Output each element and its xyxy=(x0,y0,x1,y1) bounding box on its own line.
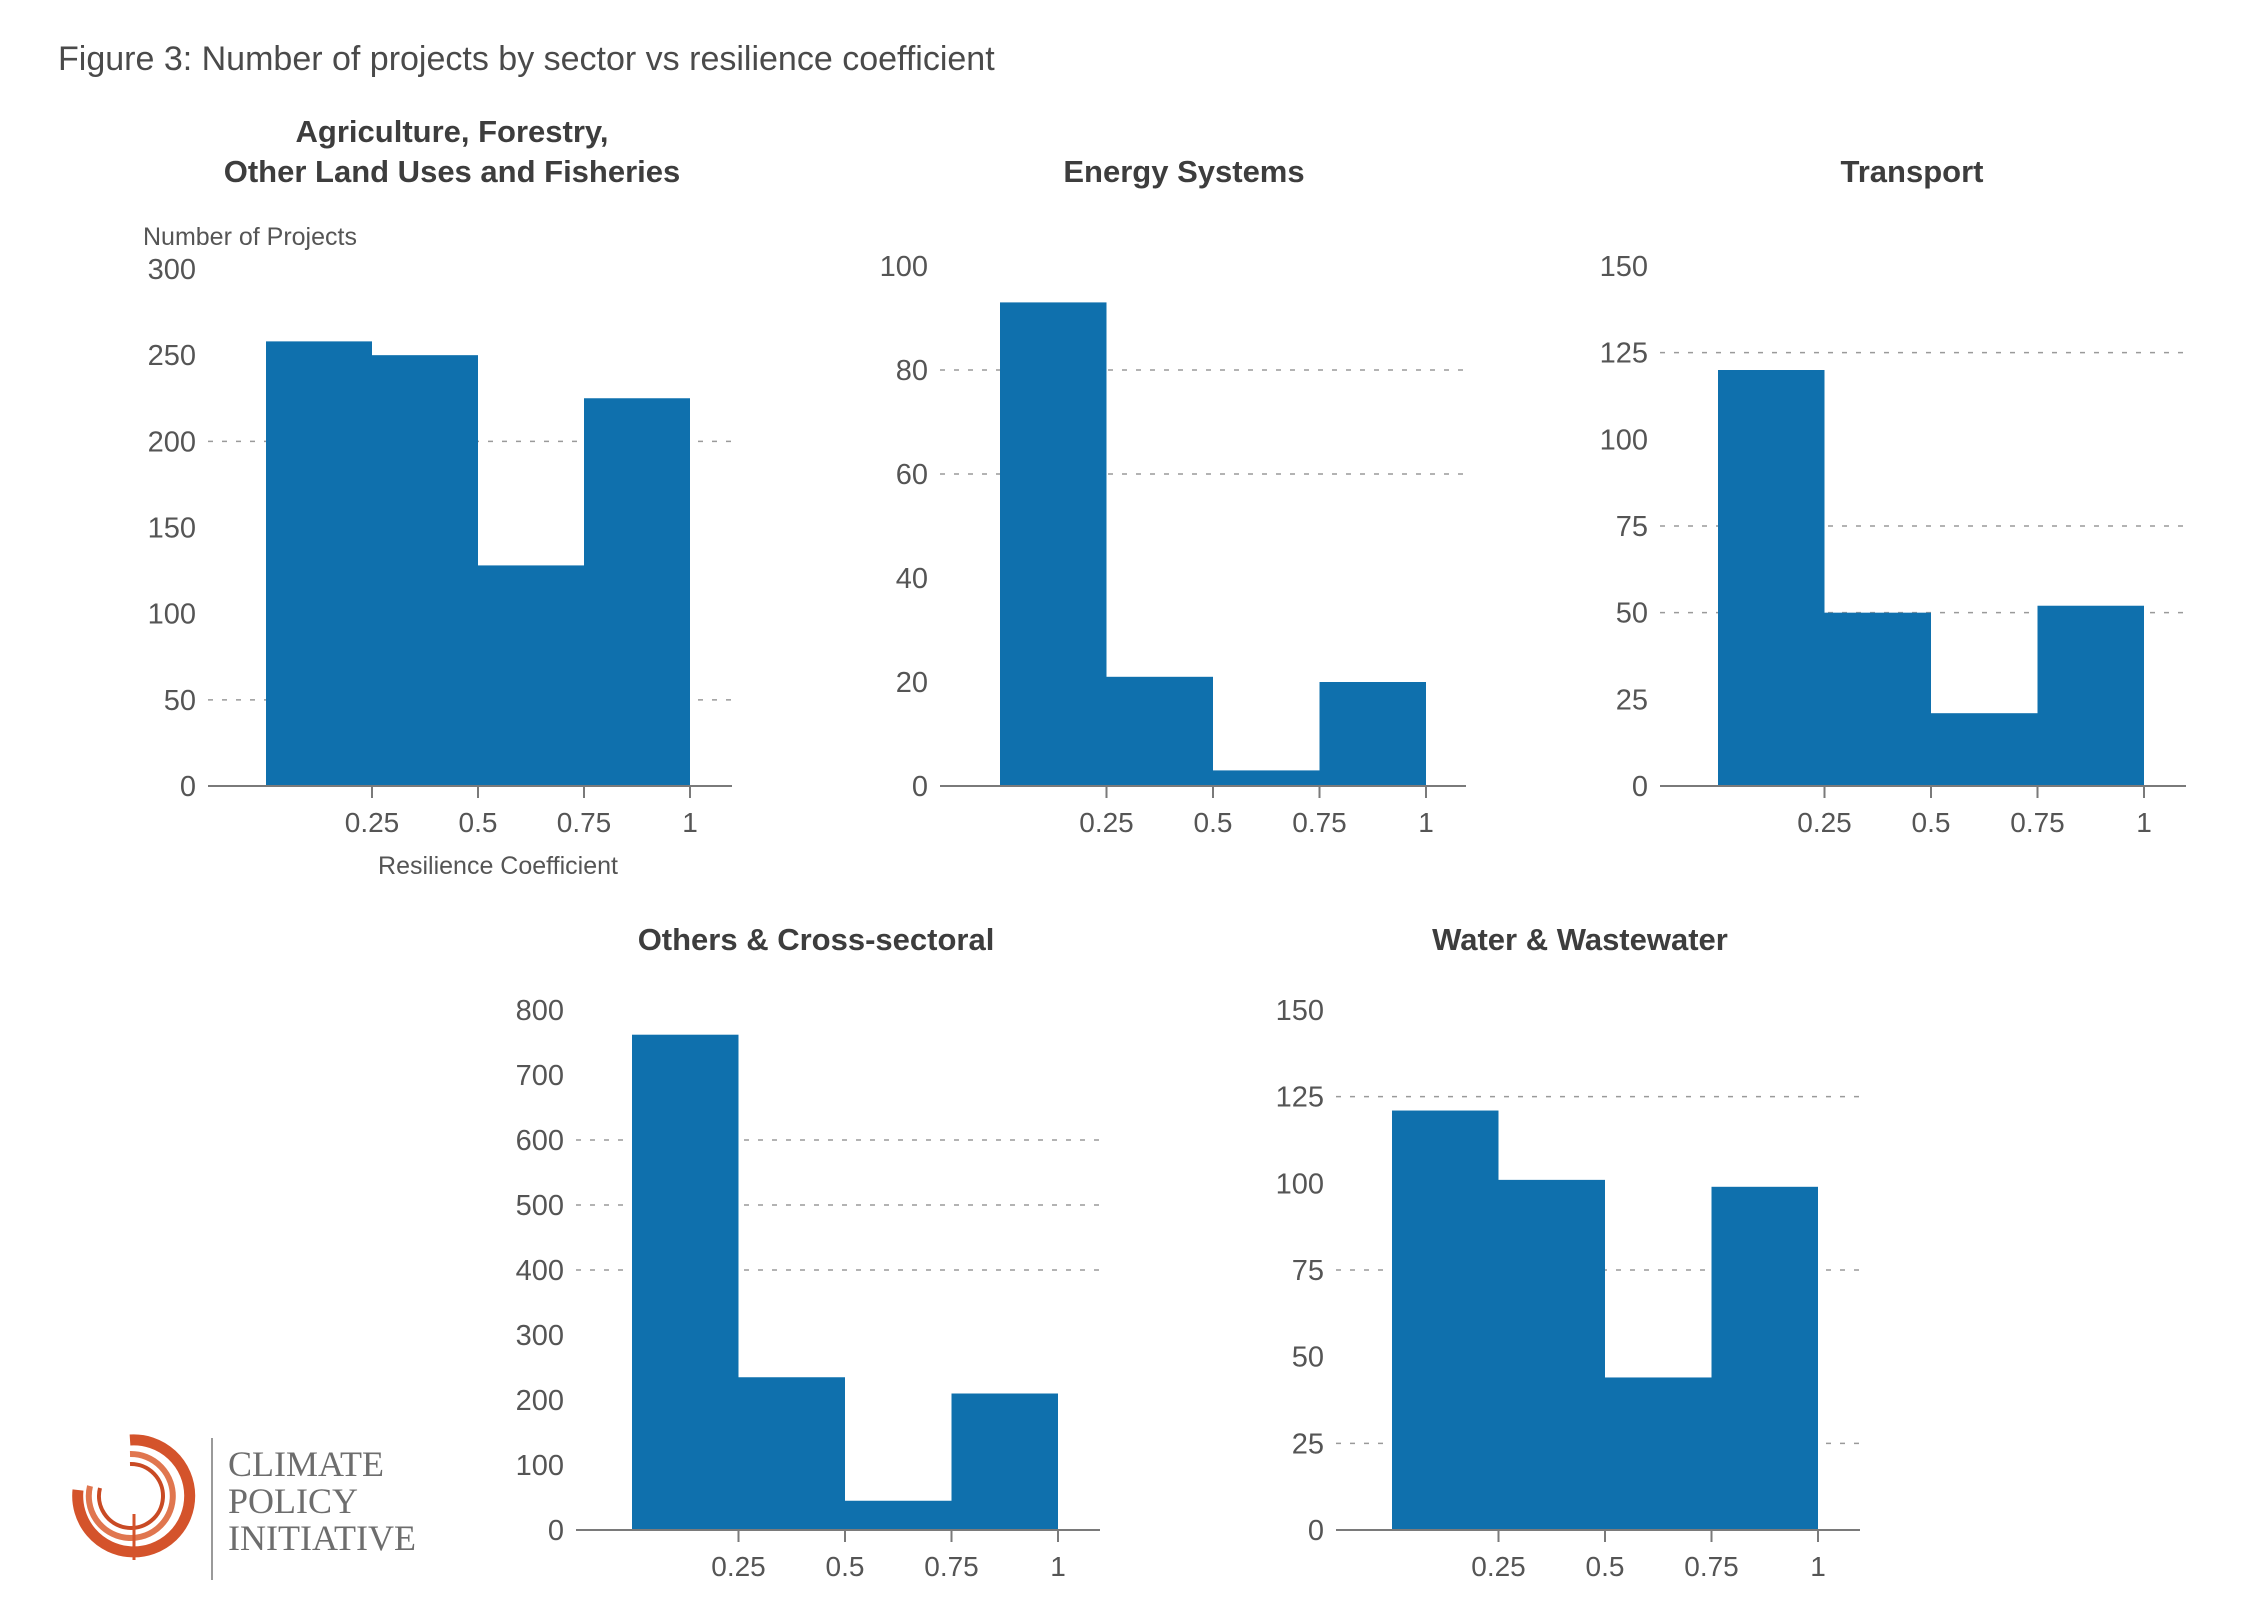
y-tick-label: 400 xyxy=(516,1255,564,1287)
histogram-bar xyxy=(1824,612,1931,786)
chart-panel-4: Others & Cross-sectoral 0.25 0.5 0.75 1 0 100 2… xyxy=(516,922,1100,1582)
histogram-bar xyxy=(1605,1377,1712,1530)
y-tick-label: 40 xyxy=(896,563,928,595)
y-tick-label: 0 xyxy=(180,771,196,803)
figure-title: Figure 3: Number of projects by sector v… xyxy=(58,40,995,78)
y-tick-label: 125 xyxy=(1600,338,1648,370)
chart-title-line: Water & Wastewater xyxy=(1432,922,1728,957)
histogram-bar xyxy=(266,341,372,786)
x-tick-label: 0.75 xyxy=(2010,807,2065,838)
histogram-bar xyxy=(1711,1186,1818,1530)
y-tick-label: 75 xyxy=(1616,511,1648,543)
logo-ring-icon xyxy=(72,1434,196,1560)
y-tick-label: 300 xyxy=(516,1320,564,1352)
histogram-bar xyxy=(1718,370,1825,786)
x-tick-label: 0.75 xyxy=(1684,1551,1739,1582)
y-tick-label: 0 xyxy=(912,771,928,803)
x-tick-label: 0.25 xyxy=(1079,807,1134,838)
y-tick-label: 100 xyxy=(148,599,196,631)
y-tick-label: 25 xyxy=(1292,1428,1324,1460)
y-tick-label: 50 xyxy=(1292,1342,1324,1374)
histogram-bar xyxy=(632,1034,739,1530)
logo-line-1: CLIMATE xyxy=(228,1444,384,1484)
y-tick-label: 200 xyxy=(148,426,196,458)
x-tick-label: 0.25 xyxy=(1797,807,1852,838)
histogram-bar xyxy=(1931,713,2038,786)
y-tick-label: 300 xyxy=(148,254,196,286)
y-tick-label: 0 xyxy=(548,1515,564,1547)
y-tick-label: 100 xyxy=(516,1450,564,1482)
y-tick-label: 25 xyxy=(1616,684,1648,716)
x-tick-label: 1 xyxy=(1050,1551,1066,1582)
y-tick-label: 0 xyxy=(1632,771,1648,803)
histogram-bar xyxy=(372,355,478,786)
y-tick-label: 150 xyxy=(1276,995,1324,1027)
x-tick-label: 0.5 xyxy=(1586,1551,1625,1582)
y-tick-label: 100 xyxy=(1276,1168,1324,1200)
x-tick-label: 0.5 xyxy=(459,807,498,838)
chart-panel-1: Agriculture, Forestry, Other Land Uses an… xyxy=(143,114,732,880)
y-tick-label: 20 xyxy=(896,667,928,699)
y-tick-label: 80 xyxy=(896,355,928,387)
histogram-bar xyxy=(478,565,584,786)
histogram-bar xyxy=(1106,676,1213,786)
y-tick-label: 500 xyxy=(516,1190,564,1222)
x-tick-label: 1 xyxy=(682,807,698,838)
x-tick-label: 0.25 xyxy=(345,807,400,838)
y-axis-label: Number of Projects xyxy=(143,223,357,251)
y-tick-label: 150 xyxy=(1600,251,1648,283)
histogram-bar xyxy=(951,1393,1058,1530)
histogram-bar xyxy=(738,1377,845,1530)
y-tick-label: 60 xyxy=(896,459,928,491)
chart-panel-5: Water & Wastewater 0.25 0.5 0.75 1 0 25 50 75 100… xyxy=(1276,922,1860,1582)
logo-line-2: POLICY xyxy=(228,1481,358,1521)
y-tick-label: 0 xyxy=(1308,1515,1324,1547)
histogram-bar xyxy=(2037,605,2144,786)
y-tick-label: 50 xyxy=(164,685,196,717)
y-tick-label: 75 xyxy=(1292,1255,1324,1287)
chart-panel-2: Energy Systems 0.25 0.5 0.75 1 0 20 40 60 80 100 xyxy=(880,154,1466,838)
y-tick-label: 200 xyxy=(516,1385,564,1417)
chart-title-line: Transport xyxy=(1841,154,1984,189)
chart-title-line: Agriculture, Forestry, xyxy=(296,114,609,149)
y-tick-label: 700 xyxy=(516,1060,564,1092)
x-axis-label: Resilience Coefficient xyxy=(378,852,618,880)
histogram-bar xyxy=(1319,682,1426,786)
chart-title-line: Others & Cross-sectoral xyxy=(638,922,995,957)
x-tick-label: 1 xyxy=(1418,807,1434,838)
x-tick-label: 0.5 xyxy=(1194,807,1233,838)
histogram-bar xyxy=(1213,770,1320,786)
histogram-bar xyxy=(584,398,690,786)
logo-line-3: INITIATIVE xyxy=(228,1518,416,1558)
chart-panel-3: Transport 0.25 0.5 0.75 1 0 25 50 75 100 125 150 xyxy=(1600,154,2186,838)
histogram-bar xyxy=(1498,1179,1605,1530)
histogram-bar xyxy=(1392,1110,1499,1530)
y-tick-label: 250 xyxy=(148,340,196,372)
climate-policy-initiative-logo: CLIMATE POLICY INITIATIVE xyxy=(72,1434,416,1580)
y-tick-label: 800 xyxy=(516,995,564,1027)
x-tick-label: 0.75 xyxy=(557,807,612,838)
x-tick-label: 0.25 xyxy=(711,1551,766,1582)
y-tick-label: 50 xyxy=(1616,598,1648,630)
x-tick-label: 0.5 xyxy=(1912,807,1951,838)
y-tick-label: 100 xyxy=(1600,424,1648,456)
x-tick-label: 1 xyxy=(1810,1551,1826,1582)
x-tick-label: 0.25 xyxy=(1471,1551,1526,1582)
x-tick-label: 1 xyxy=(2136,807,2152,838)
x-tick-label: 0.75 xyxy=(924,1551,979,1582)
y-tick-label: 150 xyxy=(148,513,196,545)
y-tick-label: 100 xyxy=(880,251,928,283)
x-tick-label: 0.5 xyxy=(826,1551,865,1582)
chart-title-line: Other Land Uses and Fisheries xyxy=(224,154,681,189)
histogram-bar xyxy=(845,1500,952,1530)
y-tick-label: 125 xyxy=(1276,1082,1324,1114)
chart-title-line: Energy Systems xyxy=(1063,154,1304,189)
histogram-bar xyxy=(1000,302,1107,786)
x-tick-label: 0.75 xyxy=(1292,807,1347,838)
y-tick-label: 600 xyxy=(516,1125,564,1157)
